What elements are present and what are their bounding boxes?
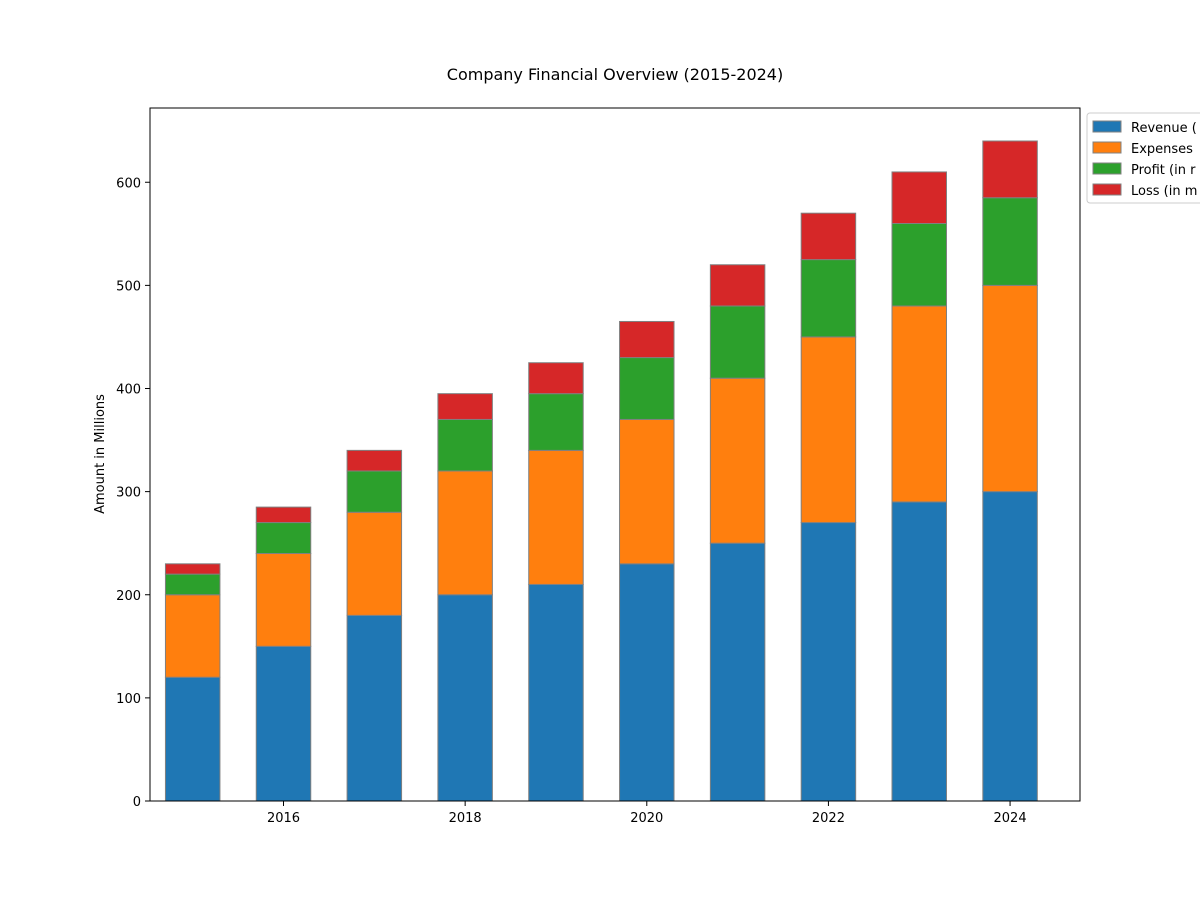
bar-1-2021 — [709, 377, 766, 544]
x-axis: 2016 2018 2020 2022 2024 — [267, 801, 1027, 826]
bar-3-2022 — [800, 212, 857, 261]
bar-1-2015 — [164, 594, 221, 678]
legend: Revenue ( Expenses Profit (in r Loss (in m — [1086, 112, 1200, 204]
bar-2-2015 — [164, 573, 221, 596]
y-tick-label: 400 — [116, 383, 141, 398]
bar-0-2016 — [255, 645, 312, 802]
bar-3-2023 — [891, 171, 947, 224]
y-tick-label: 300 — [116, 486, 141, 501]
legend-box — [1086, 112, 1200, 204]
bar-0-2020 — [619, 563, 675, 802]
bar-1-2020 — [619, 418, 675, 565]
bar-3-2024 — [982, 140, 1038, 199]
bar-1-2023 — [891, 305, 947, 503]
legend-label-1: Expenses — [1131, 142, 1193, 157]
x-tick-label: 2024 — [994, 811, 1027, 826]
plot-frame — [149, 107, 1081, 802]
y-tick-label: 100 — [116, 692, 141, 707]
bar-2-2018 — [437, 418, 493, 472]
bar-3-2015 — [164, 563, 221, 575]
bar-3-2018 — [437, 393, 493, 420]
bar-2-2021 — [709, 305, 766, 379]
legend-swatch-2 — [1092, 162, 1122, 175]
bar-2-2022 — [800, 259, 857, 338]
bar-3-2016 — [255, 506, 312, 524]
bar-0-2022 — [800, 522, 857, 802]
y-axis-label: Amount in Millions — [93, 394, 108, 514]
bar-2-2024 — [982, 197, 1038, 286]
bars-group — [164, 140, 1038, 802]
bar-1-2016 — [255, 553, 312, 647]
bar-1-2019 — [528, 449, 584, 585]
bar-0-2019 — [528, 583, 584, 802]
bar-3-2020 — [619, 320, 675, 359]
x-tick-label: 2020 — [630, 811, 663, 826]
x-tick-label: 2016 — [267, 811, 300, 826]
y-axis: 0 100 200 300 400 500 600 — [116, 176, 150, 810]
bar-0-2021 — [709, 542, 766, 802]
legend-label-0: Revenue ( — [1131, 121, 1197, 136]
bar-3-2021 — [709, 264, 766, 307]
legend-label-2: Profit (in r — [1131, 163, 1196, 178]
legend-swatch-1 — [1092, 141, 1122, 154]
bar-0-2018 — [437, 594, 493, 802]
y-tick-label: 200 — [116, 589, 141, 604]
bar-0-2015 — [164, 676, 221, 802]
bar-0-2017 — [346, 614, 403, 802]
bar-2-2016 — [255, 522, 312, 554]
legend-swatch-3 — [1092, 183, 1122, 196]
legend-swatch-0 — [1092, 120, 1122, 133]
bar-0-2024 — [982, 491, 1038, 802]
bar-1-2017 — [346, 511, 403, 616]
bar-1-2024 — [982, 284, 1038, 493]
bar-1-2018 — [437, 470, 493, 596]
bar-3-2017 — [346, 449, 403, 472]
y-tick-label: 0 — [133, 795, 141, 810]
bar-3-2019 — [528, 362, 584, 395]
bar-1-2022 — [800, 336, 857, 524]
chart-title: Company Financial Overview (2015-2024) — [447, 65, 783, 84]
bar-2-2020 — [619, 357, 675, 420]
bar-2-2017 — [346, 470, 403, 513]
y-tick-label: 500 — [116, 279, 141, 294]
bar-2-2019 — [528, 393, 584, 451]
x-tick-label: 2018 — [449, 811, 482, 826]
y-tick-label: 600 — [116, 176, 141, 191]
bar-2-2023 — [891, 223, 947, 307]
legend-label-3: Loss (in m — [1131, 184, 1197, 199]
bar-0-2023 — [891, 501, 947, 802]
x-tick-label: 2022 — [812, 811, 845, 826]
